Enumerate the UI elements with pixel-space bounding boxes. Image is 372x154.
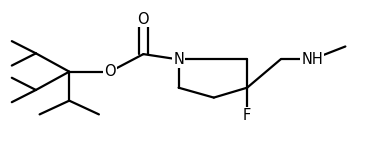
Text: O: O — [138, 12, 149, 26]
Text: O: O — [104, 64, 116, 79]
Text: F: F — [243, 108, 251, 123]
Text: NH: NH — [301, 52, 323, 67]
Text: N: N — [173, 52, 184, 67]
